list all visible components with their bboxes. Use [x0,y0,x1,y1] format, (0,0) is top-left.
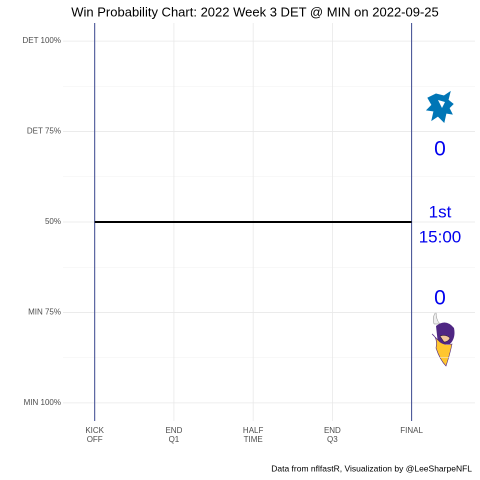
x-tick-label: KICK OFF [85,426,104,444]
y-tick-label: MIN 75% [28,308,61,317]
x-tick-label: END Q1 [165,426,182,444]
clock: 15:00 [419,227,462,246]
x-tick-label: FINAL [400,426,423,435]
x-tick-label: HALF TIME [243,426,264,444]
y-tick-label: DET 100% [22,36,61,45]
chart-title: Win Probability Chart: 2022 Week 3 DET @… [71,4,439,19]
min-logo [431,311,455,367]
caption: Data from nflfastR, Visualization by @Le… [271,463,472,473]
away-score: 0 [434,138,446,161]
y-tick-label: DET 75% [27,127,61,136]
quarter: 1st [429,202,452,221]
det-logo [425,90,454,123]
x-tick-label: END Q3 [324,426,341,444]
home-score: 0 [434,287,446,310]
y-tick-label: MIN 100% [24,398,61,407]
y-tick-label: 50% [45,217,61,226]
